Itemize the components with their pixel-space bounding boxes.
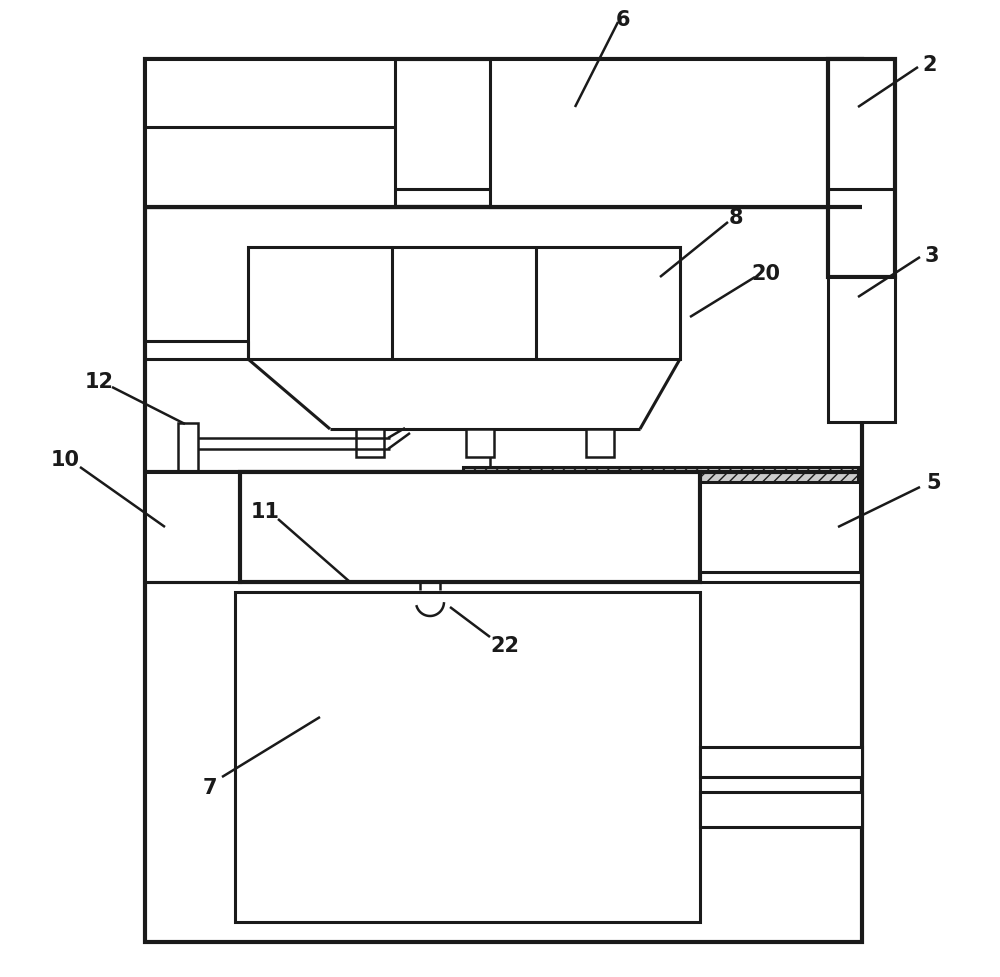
Bar bbox=[145, 473, 240, 582]
Text: 3: 3 bbox=[925, 246, 939, 266]
Text: 8: 8 bbox=[729, 208, 743, 228]
Bar bbox=[178, 424, 198, 480]
Bar bbox=[700, 792, 862, 828]
Bar bbox=[490, 60, 862, 208]
Bar bbox=[700, 747, 862, 778]
Text: 7: 7 bbox=[203, 778, 217, 797]
Bar bbox=[235, 592, 700, 922]
Bar bbox=[356, 430, 384, 457]
Bar bbox=[240, 473, 700, 582]
Bar bbox=[828, 277, 895, 423]
Text: 5: 5 bbox=[927, 473, 941, 492]
Bar bbox=[248, 248, 680, 360]
Text: 2: 2 bbox=[923, 55, 937, 75]
Bar bbox=[586, 430, 614, 457]
Text: 20: 20 bbox=[752, 264, 780, 283]
Text: 12: 12 bbox=[85, 371, 114, 392]
Text: 11: 11 bbox=[251, 501, 280, 522]
Bar bbox=[700, 483, 860, 573]
Text: 22: 22 bbox=[491, 635, 520, 656]
Bar bbox=[828, 60, 895, 277]
Bar bbox=[463, 468, 858, 489]
Bar bbox=[145, 60, 862, 942]
Text: 10: 10 bbox=[51, 449, 80, 470]
Text: 6: 6 bbox=[616, 10, 630, 30]
Bar bbox=[145, 60, 395, 208]
Bar bbox=[466, 430, 494, 457]
